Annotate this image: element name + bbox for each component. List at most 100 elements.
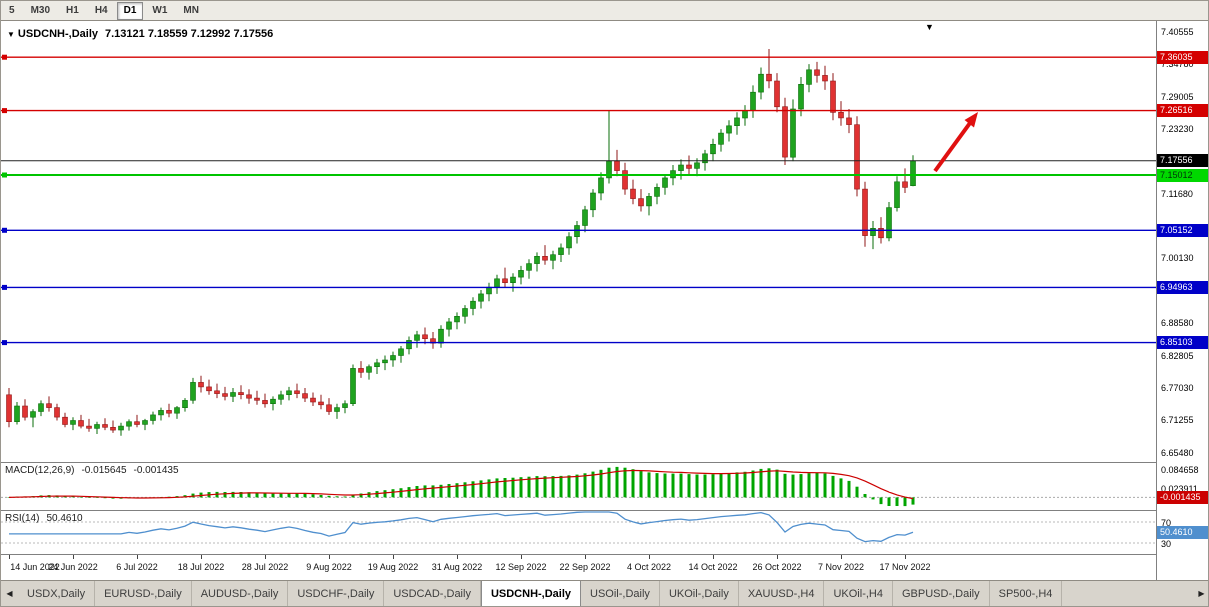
- price-pane[interactable]: ▼ USDCNH-,Daily 7.13121 7.18559 7.12992 7.…: [1, 21, 1156, 463]
- macd-bar: [191, 493, 195, 498]
- candle-body: [350, 368, 356, 404]
- trend-arrow-shaft[interactable]: [933, 121, 972, 173]
- candle-body: [174, 407, 180, 414]
- candle-body: [262, 400, 268, 405]
- candle-body: [630, 188, 636, 199]
- trend-arrow-head[interactable]: [964, 112, 979, 128]
- macd-bar: [391, 489, 395, 498]
- macd-bar: [7, 497, 11, 498]
- chart-tab-usdcnh--daily[interactable]: USDCNH-,Daily: [480, 581, 582, 606]
- rsi-name: RSI(14): [5, 513, 40, 524]
- date-label: 17 Nov 2022: [879, 562, 931, 572]
- date-tick: [201, 555, 202, 559]
- macd-bar: [623, 467, 627, 498]
- date-axis[interactable]: 14 Jun 2022 24 Jun 2022 6 Jul 2022 18 Jul 2…: [1, 555, 1156, 580]
- date-label: 14 Oct 2022: [688, 562, 738, 572]
- macd-bar: [775, 469, 779, 498]
- level-handle[interactable]: [2, 284, 7, 290]
- chart-tab-usoil--daily[interactable]: USOil-,Daily: [581, 581, 660, 606]
- macd-bar: [271, 493, 275, 498]
- candle-body: [566, 236, 572, 249]
- macd-bar: [287, 493, 291, 498]
- macd-bar: [735, 472, 739, 498]
- tab-scroll-right-icon[interactable]: ▶: [1198, 589, 1205, 598]
- date-tick: [841, 555, 842, 559]
- candle-body: [534, 256, 540, 264]
- tab-scroll-left-icon[interactable]: ◀: [6, 589, 13, 598]
- level-handle[interactable]: [2, 172, 7, 178]
- candle-body: [542, 256, 548, 261]
- macd-bar: [359, 493, 363, 498]
- price-tag: 7.36035: [1157, 51, 1208, 64]
- macd-bar: [423, 485, 427, 498]
- macd-main-value: -0.015645: [81, 465, 127, 476]
- price-axis[interactable]: 7.40555 7.34780 7.29005 7.23230 7.11680 7.001…: [1156, 21, 1208, 580]
- level-handle[interactable]: [2, 227, 7, 233]
- date-tick: [585, 555, 586, 559]
- timeframe-button-h4[interactable]: H4: [94, 4, 108, 16]
- chart-tab-ukoil--daily[interactable]: UKOil-,Daily: [660, 581, 739, 606]
- candle-body: [822, 75, 828, 82]
- candlestick-chart[interactable]: [1, 21, 1156, 462]
- macd-bar: [759, 468, 763, 498]
- macd-pane[interactable]: MACD(12,26,9) -0.015645 -0.001435: [1, 463, 1156, 511]
- chart-tab-eurusd--daily[interactable]: EURUSD-,Daily: [95, 581, 192, 606]
- timeframe-button-d1[interactable]: D1: [116, 1, 144, 20]
- candle-body: [510, 276, 516, 284]
- chart-tab-audusd--daily[interactable]: AUDUSD-,Daily: [192, 581, 289, 606]
- level-handle[interactable]: [2, 54, 7, 60]
- candle-body: [286, 390, 292, 395]
- candle-body: [374, 362, 380, 367]
- candle-body: [894, 181, 900, 208]
- date-label: 14 Jun 2022: [10, 562, 60, 572]
- candle-body: [422, 334, 428, 339]
- macd-bar: [311, 494, 315, 498]
- rsi-pane[interactable]: RSI(14) 50.4610: [1, 511, 1156, 555]
- macd-bar: [895, 497, 899, 506]
- macd-bar: [583, 473, 587, 498]
- candle-body: [230, 392, 236, 397]
- chart-tab-sp500--h4[interactable]: SP500-,H4: [990, 581, 1063, 606]
- candles: [6, 49, 916, 436]
- date-label: 19 Aug 2022: [367, 562, 419, 572]
- timeframe-button-h1[interactable]: H1: [66, 4, 79, 16]
- chart-tab-xauusd--h4[interactable]: XAUUSD-,H4: [739, 581, 825, 606]
- chart-ohlc-values: 7.13121 7.18559 7.12992 7.17556: [105, 28, 274, 40]
- candle-body: [198, 382, 204, 388]
- level-handle[interactable]: [2, 108, 7, 114]
- timeframe-button-w1[interactable]: W1: [152, 4, 168, 16]
- chart-shift-marker-icon: ▼: [925, 22, 934, 32]
- macd-bar: [767, 468, 771, 498]
- candle-body: [790, 108, 796, 158]
- chart-tab-ukoil--h4[interactable]: UKOil-,H4: [824, 581, 893, 606]
- chart-tab-usdx-daily[interactable]: USDX,Daily: [18, 581, 96, 606]
- macd-signal-line: [8, 469, 914, 500]
- timeframe-button-mn[interactable]: MN: [183, 4, 199, 16]
- chart-tab-usdchf--daily[interactable]: USDCHF-,Daily: [288, 581, 385, 606]
- candle-body: [846, 117, 852, 125]
- macd-bar: [615, 466, 619, 498]
- macd-signal-value: -0.001435: [133, 465, 179, 476]
- candle-body: [582, 209, 588, 226]
- chart-tab-usdcad--daily[interactable]: USDCAD-,Daily: [384, 581, 481, 606]
- timeframe-button-5[interactable]: 5: [9, 4, 15, 16]
- candle-body: [862, 188, 868, 236]
- candle-body: [246, 394, 252, 399]
- macd-bar: [655, 473, 659, 498]
- macd-bar: [799, 474, 803, 498]
- date-label: 12 Sep 2022: [495, 562, 547, 572]
- candle-body: [390, 355, 396, 361]
- candle-body: [70, 420, 76, 425]
- macd-bar: [863, 494, 867, 498]
- candle-body: [678, 164, 684, 171]
- macd-name: MACD(12,26,9): [5, 465, 75, 476]
- candle-body: [878, 228, 884, 239]
- timeframe-button-m30[interactable]: M30: [30, 4, 51, 16]
- date-tick: [521, 555, 522, 559]
- candle-body: [414, 334, 420, 341]
- level-handle[interactable]: [2, 340, 7, 346]
- macd-bar: [407, 487, 411, 498]
- candle-body: [254, 397, 260, 401]
- chart-tab-gbpusd--daily[interactable]: GBPUSD-,Daily: [893, 581, 990, 606]
- macd-bar: [855, 486, 859, 498]
